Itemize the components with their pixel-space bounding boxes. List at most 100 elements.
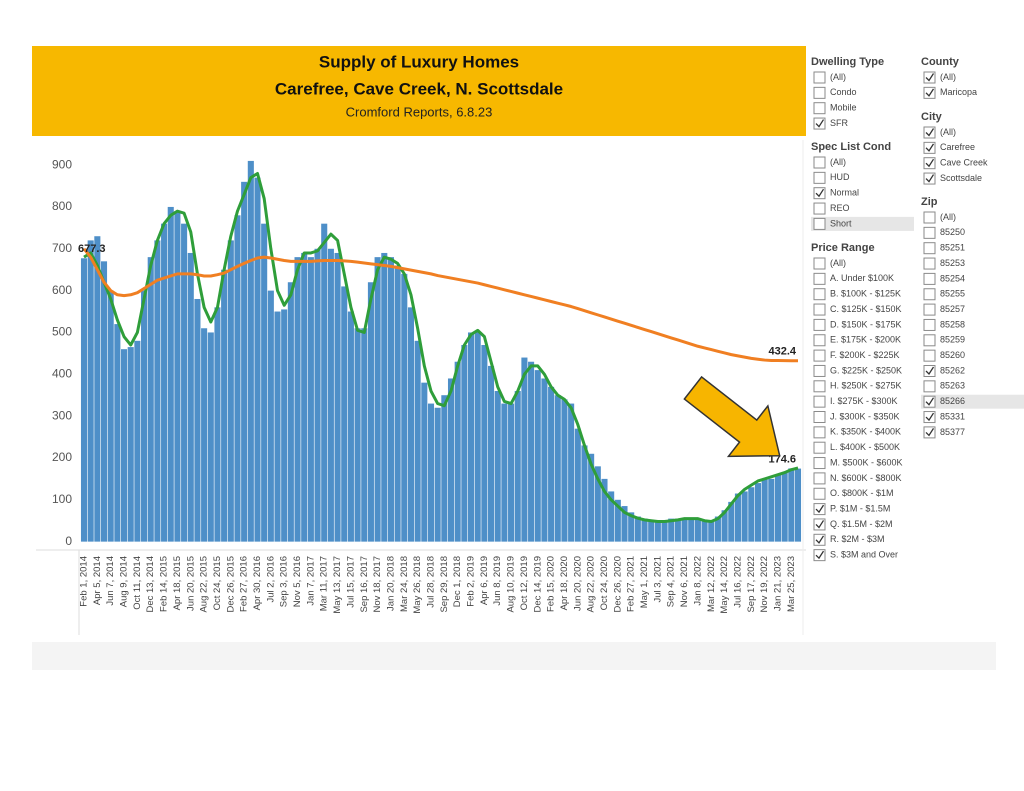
filter-item[interactable]: 85377 xyxy=(940,427,965,437)
filter-item[interactable]: SFR xyxy=(830,118,849,128)
filter-item[interactable]: (All) xyxy=(830,72,846,82)
checkbox[interactable] xyxy=(813,257,826,270)
checkbox[interactable] xyxy=(813,503,826,516)
filter-item[interactable]: I. $275K - $300K xyxy=(830,396,898,406)
filter-item[interactable]: 85331 xyxy=(940,411,965,421)
checkbox[interactable] xyxy=(923,86,936,99)
checkbox[interactable] xyxy=(923,318,936,331)
filter-item[interactable]: 85262 xyxy=(940,365,965,375)
filter-item[interactable]: Normal xyxy=(830,188,859,198)
checkbox[interactable] xyxy=(923,303,936,316)
checkbox[interactable] xyxy=(923,411,936,424)
filter-item[interactable]: Scottsdale xyxy=(940,173,982,183)
filter-item[interactable]: (All) xyxy=(940,212,956,222)
checkbox[interactable] xyxy=(813,334,826,347)
checkbox[interactable] xyxy=(923,141,936,154)
filter-item[interactable]: M. $500K - $600K xyxy=(830,457,903,467)
checkbox[interactable] xyxy=(923,126,936,139)
checkbox[interactable] xyxy=(813,272,826,285)
checkbox[interactable] xyxy=(923,157,936,170)
checkbox[interactable] xyxy=(923,257,936,270)
filter-item[interactable]: H. $250K - $275K xyxy=(830,381,902,391)
filter-item[interactable]: 85259 xyxy=(940,335,965,345)
filter-item[interactable]: Carefree xyxy=(940,142,975,152)
filter-item[interactable]: P. $1M - $1.5M xyxy=(830,503,890,513)
filter-item[interactable]: 85251 xyxy=(940,243,965,253)
filter-item[interactable]: REO xyxy=(830,203,850,213)
filter-item[interactable]: 85257 xyxy=(940,304,965,314)
filter-item[interactable]: (All) xyxy=(940,72,956,82)
filter-item[interactable]: Condo xyxy=(830,87,857,97)
checkbox[interactable] xyxy=(813,441,826,454)
checkbox[interactable] xyxy=(813,217,826,230)
checkbox[interactable] xyxy=(923,211,936,224)
filter-item[interactable]: D. $150K - $175K xyxy=(830,319,902,329)
checkbox[interactable] xyxy=(813,380,826,393)
checkbox[interactable] xyxy=(813,411,826,423)
checkbox[interactable] xyxy=(923,71,936,84)
filter-item[interactable]: 85263 xyxy=(940,381,965,391)
filter-item[interactable]: 85266 xyxy=(940,396,965,406)
checkbox[interactable] xyxy=(813,171,826,184)
filter-item[interactable]: HUD xyxy=(830,172,850,182)
filter-item[interactable]: Maricopa xyxy=(940,87,977,97)
checkbox[interactable] xyxy=(923,172,936,185)
filter-item[interactable]: Short xyxy=(830,218,852,228)
filter-item[interactable]: 85255 xyxy=(940,289,965,299)
filter-item[interactable]: 85253 xyxy=(940,258,965,268)
checkbox[interactable] xyxy=(813,364,826,377)
filter-item[interactable]: Q. $1.5M - $2M xyxy=(830,519,893,529)
filter-item[interactable]: N. $600K - $800K xyxy=(830,473,902,483)
checkbox[interactable] xyxy=(923,334,936,347)
filter-item[interactable]: Mobile xyxy=(830,103,857,113)
filter-item[interactable]: 85254 xyxy=(940,273,965,283)
checkbox[interactable] xyxy=(813,71,826,84)
checkbox[interactable] xyxy=(923,365,936,377)
filter-item[interactable]: A. Under $100K xyxy=(830,273,894,283)
filter-item[interactable]: J. $300K - $350K xyxy=(830,411,900,421)
checkbox[interactable] xyxy=(923,272,936,285)
checkbox[interactable] xyxy=(923,288,936,301)
filter-item[interactable]: 85260 xyxy=(940,350,965,360)
checkbox[interactable] xyxy=(813,457,826,470)
checkbox[interactable] xyxy=(813,288,826,301)
checkbox[interactable] xyxy=(923,349,936,362)
checkbox[interactable] xyxy=(813,303,826,316)
checkbox[interactable] xyxy=(813,349,826,362)
checkbox[interactable] xyxy=(813,426,826,439)
checkbox[interactable] xyxy=(923,242,936,255)
filter-item[interactable]: (All) xyxy=(830,258,846,268)
checkbox[interactable] xyxy=(813,395,826,408)
checkbox[interactable] xyxy=(813,187,826,200)
checkbox[interactable] xyxy=(923,426,936,439)
filter-item[interactable]: 85250 xyxy=(940,227,965,237)
filter-item[interactable]: 85258 xyxy=(940,319,965,329)
filter-item[interactable]: R. $2M - $3M xyxy=(830,534,885,544)
filter-item[interactable]: Cave Creek xyxy=(940,158,988,168)
filter-item[interactable]: C. $125K - $150K xyxy=(830,304,902,314)
checkbox[interactable] xyxy=(923,226,936,239)
filter-item[interactable]: (All) xyxy=(940,127,956,137)
checkbox[interactable] xyxy=(813,102,826,115)
filter-item[interactable]: B. $100K - $125K xyxy=(830,289,901,299)
checkbox[interactable] xyxy=(923,395,936,408)
filter-item[interactable]: F. $200K - $225K xyxy=(830,350,900,360)
checkbox[interactable] xyxy=(813,202,826,215)
checkbox[interactable] xyxy=(813,86,826,99)
filter-item[interactable]: S. $3M and Over xyxy=(830,550,898,560)
checkbox[interactable] xyxy=(813,318,826,331)
checkbox[interactable] xyxy=(813,533,826,546)
checkbox[interactable] xyxy=(813,117,826,130)
filter-item[interactable]: E. $175K - $200K xyxy=(830,335,901,345)
filter-item[interactable]: (All) xyxy=(830,157,846,167)
checkbox[interactable] xyxy=(813,487,826,500)
checkbox[interactable] xyxy=(923,380,936,393)
filter-item[interactable]: O. $800K - $1M xyxy=(830,488,894,498)
checkbox[interactable] xyxy=(813,549,826,562)
checkbox[interactable] xyxy=(813,156,826,169)
checkbox[interactable] xyxy=(813,472,826,485)
filter-item[interactable]: L. $400K - $500K xyxy=(830,442,900,452)
filter-item[interactable]: K. $350K - $400K xyxy=(830,427,901,437)
checkbox[interactable] xyxy=(813,518,826,531)
filter-item[interactable]: G. $225K - $250K xyxy=(830,365,902,375)
